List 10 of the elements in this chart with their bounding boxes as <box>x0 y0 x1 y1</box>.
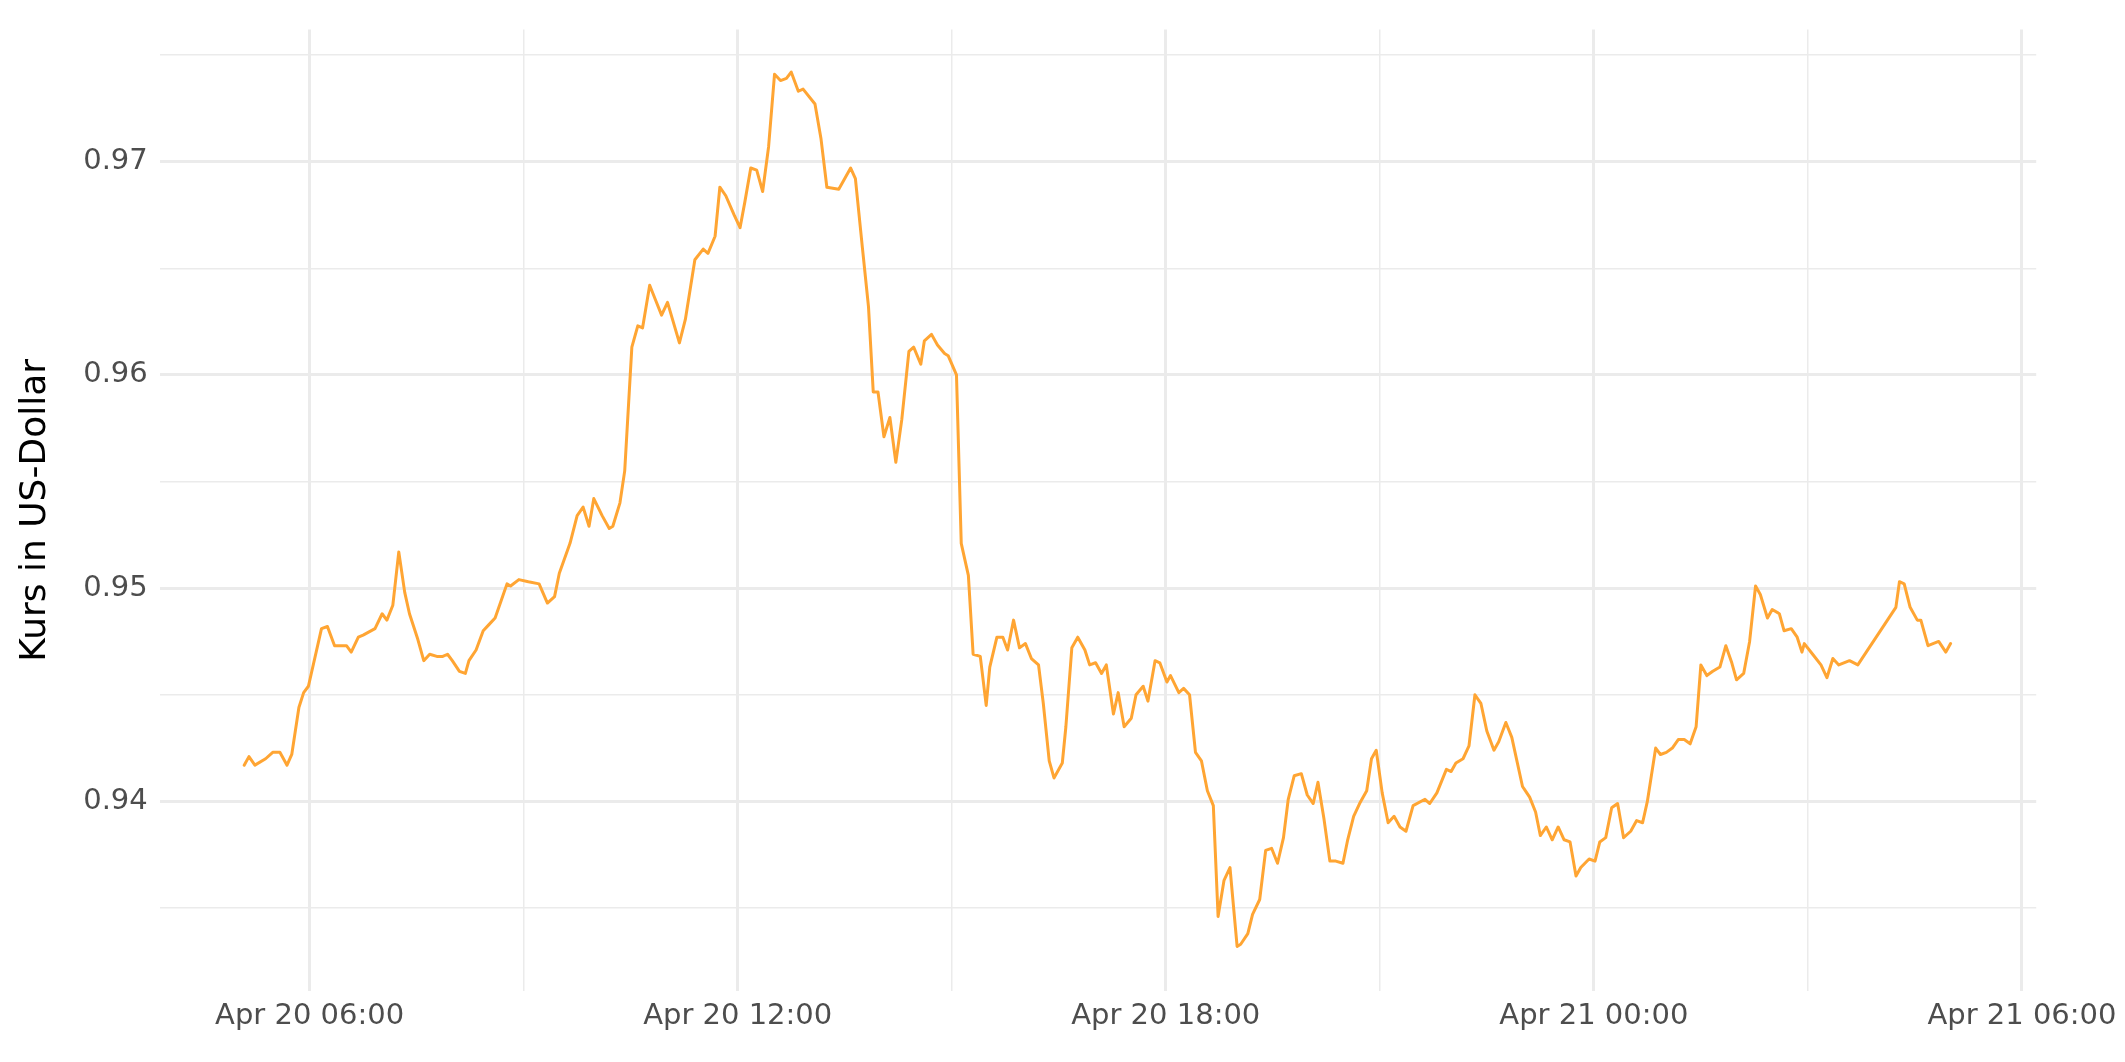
x-tick-label: Apr 20 06:00 <box>215 997 405 1032</box>
y-axis-title: Kurs in US-Dollar <box>11 358 53 662</box>
y-tick-label: 0.96 <box>83 355 148 390</box>
y-tick-label: 0.94 <box>83 781 148 816</box>
y-tick-label: 0.97 <box>83 142 148 177</box>
y-tick-label: 0.95 <box>83 568 148 603</box>
x-tick-label: Apr 21 00:00 <box>1499 997 1689 1032</box>
x-tick-label: Apr 21 06:00 <box>1927 997 2117 1032</box>
x-tick-label: Apr 20 12:00 <box>643 997 833 1032</box>
x-tick-label: Apr 20 18:00 <box>1071 997 1261 1032</box>
